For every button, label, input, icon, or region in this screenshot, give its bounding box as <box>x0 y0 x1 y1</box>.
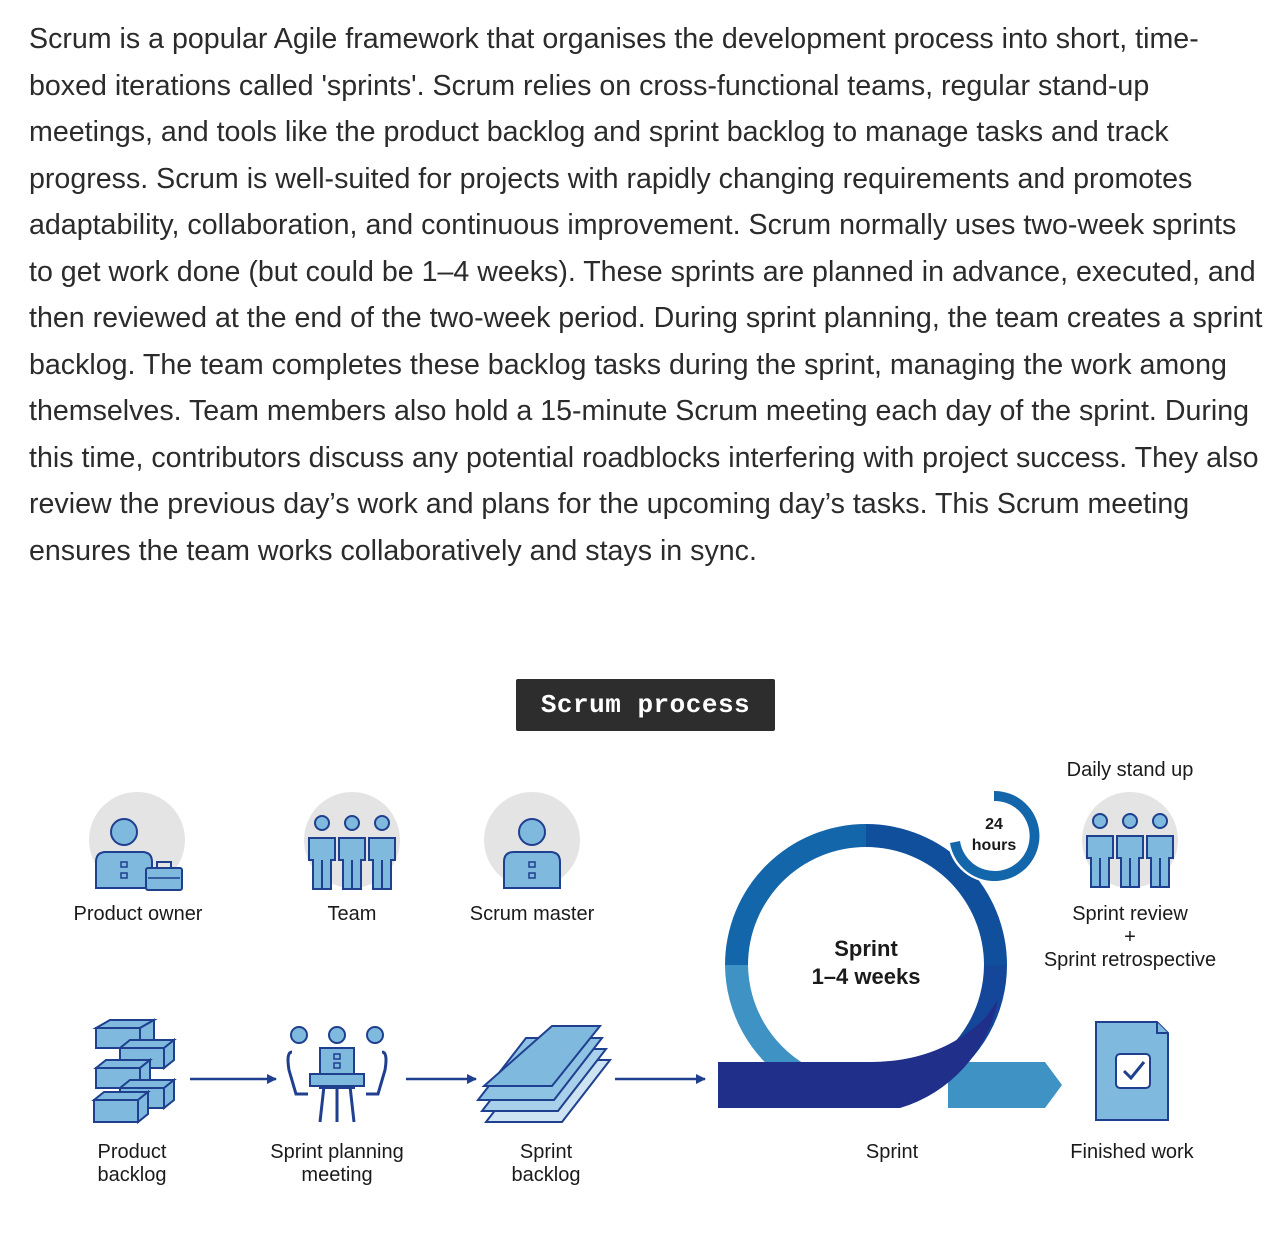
product-backlog-label-line1: Product <box>97 1141 167 1163</box>
cycle-base-bar <box>718 1000 998 1108</box>
finished-work-icon <box>1095 1021 1169 1121</box>
plus-label: + <box>1124 926 1136 948</box>
sprint-label: Sprint <box>865 1141 919 1163</box>
sprint-backlog-label-line1: Sprint <box>519 1141 573 1163</box>
product-owner-icon <box>89 792 185 891</box>
scrum-master-icon <box>484 792 580 889</box>
team-icon <box>304 792 400 890</box>
planning-label-line1: Sprint planning <box>270 1141 404 1163</box>
daily-standup-label: Daily stand up <box>1066 759 1194 781</box>
sprint-cycle <box>718 789 1062 1108</box>
sprint-planning-icon <box>286 1026 388 1123</box>
scrum-master-label: Scrum master <box>469 903 595 925</box>
cycle-duration-label: 1–4 weeks <box>811 964 921 989</box>
intro-paragraph: Scrum is a popular Agile framework that … <box>29 23 1263 567</box>
cycle-segment-mid <box>725 824 866 965</box>
diagram-title: Scrum process <box>516 679 775 731</box>
planning-label-line2: meeting <box>301 1164 373 1186</box>
sprint-output-arrow <box>948 1062 1062 1108</box>
cycle-sprint-label: Sprint <box>834 936 898 961</box>
daily-standup-icon <box>1082 792 1178 888</box>
product-backlog-label-line2: backlog <box>97 1164 167 1186</box>
product-backlog-icon <box>91 1018 177 1125</box>
sprint-backlog-label-line2: backlog <box>511 1164 581 1186</box>
cycle-center <box>769 868 963 1062</box>
cycle-segment-light <box>725 965 806 1084</box>
hours-unit: hours <box>971 837 1017 854</box>
hours-value: 24 <box>985 816 1003 833</box>
sprint-backlog-icon <box>475 1025 613 1123</box>
team-label: Team <box>327 903 377 925</box>
finished-work-label: Finished work <box>1070 1141 1194 1163</box>
product-owner-label: Product owner <box>73 903 203 925</box>
sprint-retrospective-label: Sprint retrospective <box>1043 949 1217 971</box>
cycle-segment-upper-right <box>866 824 1007 965</box>
sprint-review-label: Sprint review <box>1072 903 1188 925</box>
